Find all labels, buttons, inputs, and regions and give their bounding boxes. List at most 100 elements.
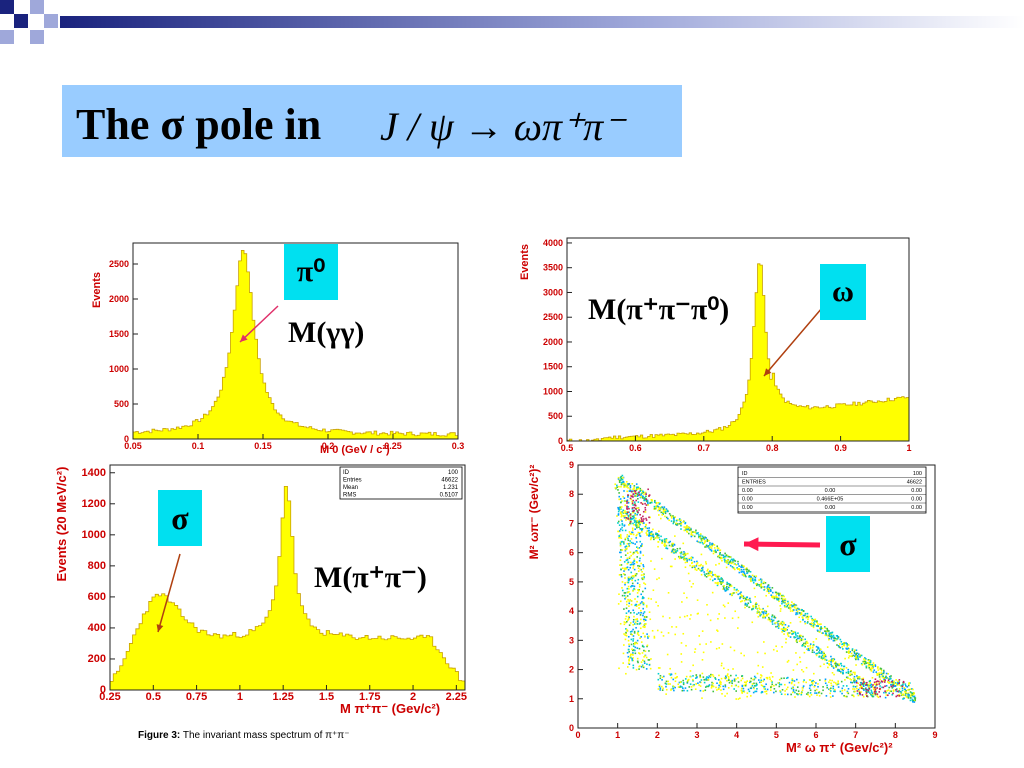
- scatter-point: [712, 690, 715, 693]
- scatter-point: [830, 661, 832, 663]
- scatter-point: [648, 635, 650, 638]
- scatter-point: [641, 659, 644, 661]
- scatter-point: [796, 610, 799, 613]
- scatter-point: [743, 691, 746, 693]
- scatter-point: [701, 672, 704, 675]
- scatter-point: [632, 493, 635, 495]
- scatter-point: [673, 685, 675, 688]
- scatter-point: [811, 680, 813, 683]
- scatter-point: [688, 527, 690, 530]
- scatter-point: [714, 678, 717, 680]
- scatter-point: [842, 671, 844, 674]
- scatter-point: [760, 580, 763, 582]
- scatter-point: [693, 651, 696, 653]
- scatter-point: [735, 698, 738, 700]
- scatter-point: [639, 523, 641, 526]
- scatter-point: [750, 686, 752, 689]
- scatter-point: [637, 547, 639, 550]
- scatter-point: [643, 498, 646, 500]
- scatter-point: [749, 680, 752, 683]
- scatter-point: [847, 668, 850, 671]
- scatter-point: [640, 665, 643, 668]
- scatter-point: [655, 532, 657, 535]
- scatter-point: [664, 682, 667, 685]
- scatter-point: [733, 586, 736, 589]
- scatter-point: [702, 651, 705, 654]
- scatter-point: [795, 609, 798, 611]
- x-tick-label: 0.8: [766, 443, 779, 453]
- scatter-point: [627, 585, 630, 588]
- scatter-point: [677, 523, 679, 525]
- scatter-point: [639, 552, 642, 554]
- scatter-point: [830, 634, 833, 637]
- scatter-point: [728, 681, 731, 684]
- scatter-point: [800, 637, 803, 640]
- scatter-point: [639, 550, 642, 553]
- scatter-point: [641, 530, 643, 533]
- scatter-point: [820, 627, 822, 630]
- scatter-point: [810, 623, 812, 626]
- scatter-point: [643, 635, 646, 638]
- scatter-point: [674, 680, 677, 683]
- scatter-point: [859, 656, 861, 658]
- pi0-label: π⁰: [284, 244, 338, 300]
- scatter-point: [795, 652, 797, 654]
- scatter-point: [780, 594, 783, 597]
- scatter-point: [802, 617, 804, 619]
- scatter-point: [758, 585, 761, 587]
- scatter-point: [882, 680, 885, 682]
- scatter-point: [619, 541, 622, 544]
- scatter-point: [811, 651, 814, 653]
- scatter-point: [822, 632, 824, 634]
- scatter-point: [650, 598, 652, 600]
- scatter-point: [782, 599, 784, 602]
- scatter-point: [854, 685, 857, 688]
- scatter-point: [623, 490, 625, 492]
- scatter-point: [755, 602, 758, 604]
- scatter-point: [635, 494, 637, 497]
- scatter-point: [766, 677, 769, 680]
- scatter-point: [717, 679, 720, 681]
- scatter-point: [631, 653, 633, 656]
- scatter-point: [824, 653, 827, 656]
- scatter-point: [660, 511, 663, 514]
- scatter-point: [719, 549, 722, 552]
- scatter-point: [752, 678, 754, 681]
- scatter-point: [722, 604, 725, 607]
- scatter-point: [882, 686, 885, 689]
- scatter-point: [642, 491, 645, 494]
- scatter-point: [750, 577, 753, 580]
- scatter-point: [762, 680, 765, 682]
- scatter-point: [624, 548, 627, 551]
- scatter-point: [778, 593, 780, 595]
- scatter-point: [637, 531, 640, 534]
- scatter-point: [697, 534, 700, 536]
- y-tick-label: 1: [569, 694, 574, 704]
- scatter-point: [901, 687, 904, 690]
- scatter-point: [875, 682, 878, 684]
- scatter-points: [614, 474, 917, 703]
- scatter-point: [706, 613, 709, 616]
- scatter-point: [640, 496, 642, 498]
- scatter-point: [617, 510, 620, 513]
- scatter-point: [747, 688, 750, 691]
- scatter-point: [657, 667, 660, 669]
- scatter-point: [631, 575, 634, 577]
- scatter-point: [750, 575, 752, 578]
- scatter-point: [706, 604, 708, 606]
- scatter-point: [855, 687, 858, 690]
- scatter-point: [655, 504, 658, 507]
- scatter-point: [628, 600, 631, 602]
- scatter-point: [753, 575, 756, 578]
- stats-cell: ID: [742, 471, 748, 477]
- scatter-point: [625, 634, 628, 637]
- scatter-point: [855, 658, 857, 661]
- scatter-point: [744, 574, 747, 577]
- scatter-point: [840, 640, 843, 643]
- scatter-point: [838, 643, 841, 645]
- scatter-point: [695, 563, 698, 566]
- scatter-point: [726, 679, 728, 682]
- scatter-point: [754, 576, 757, 579]
- scatter-point: [642, 490, 644, 493]
- scatter-point: [650, 658, 652, 660]
